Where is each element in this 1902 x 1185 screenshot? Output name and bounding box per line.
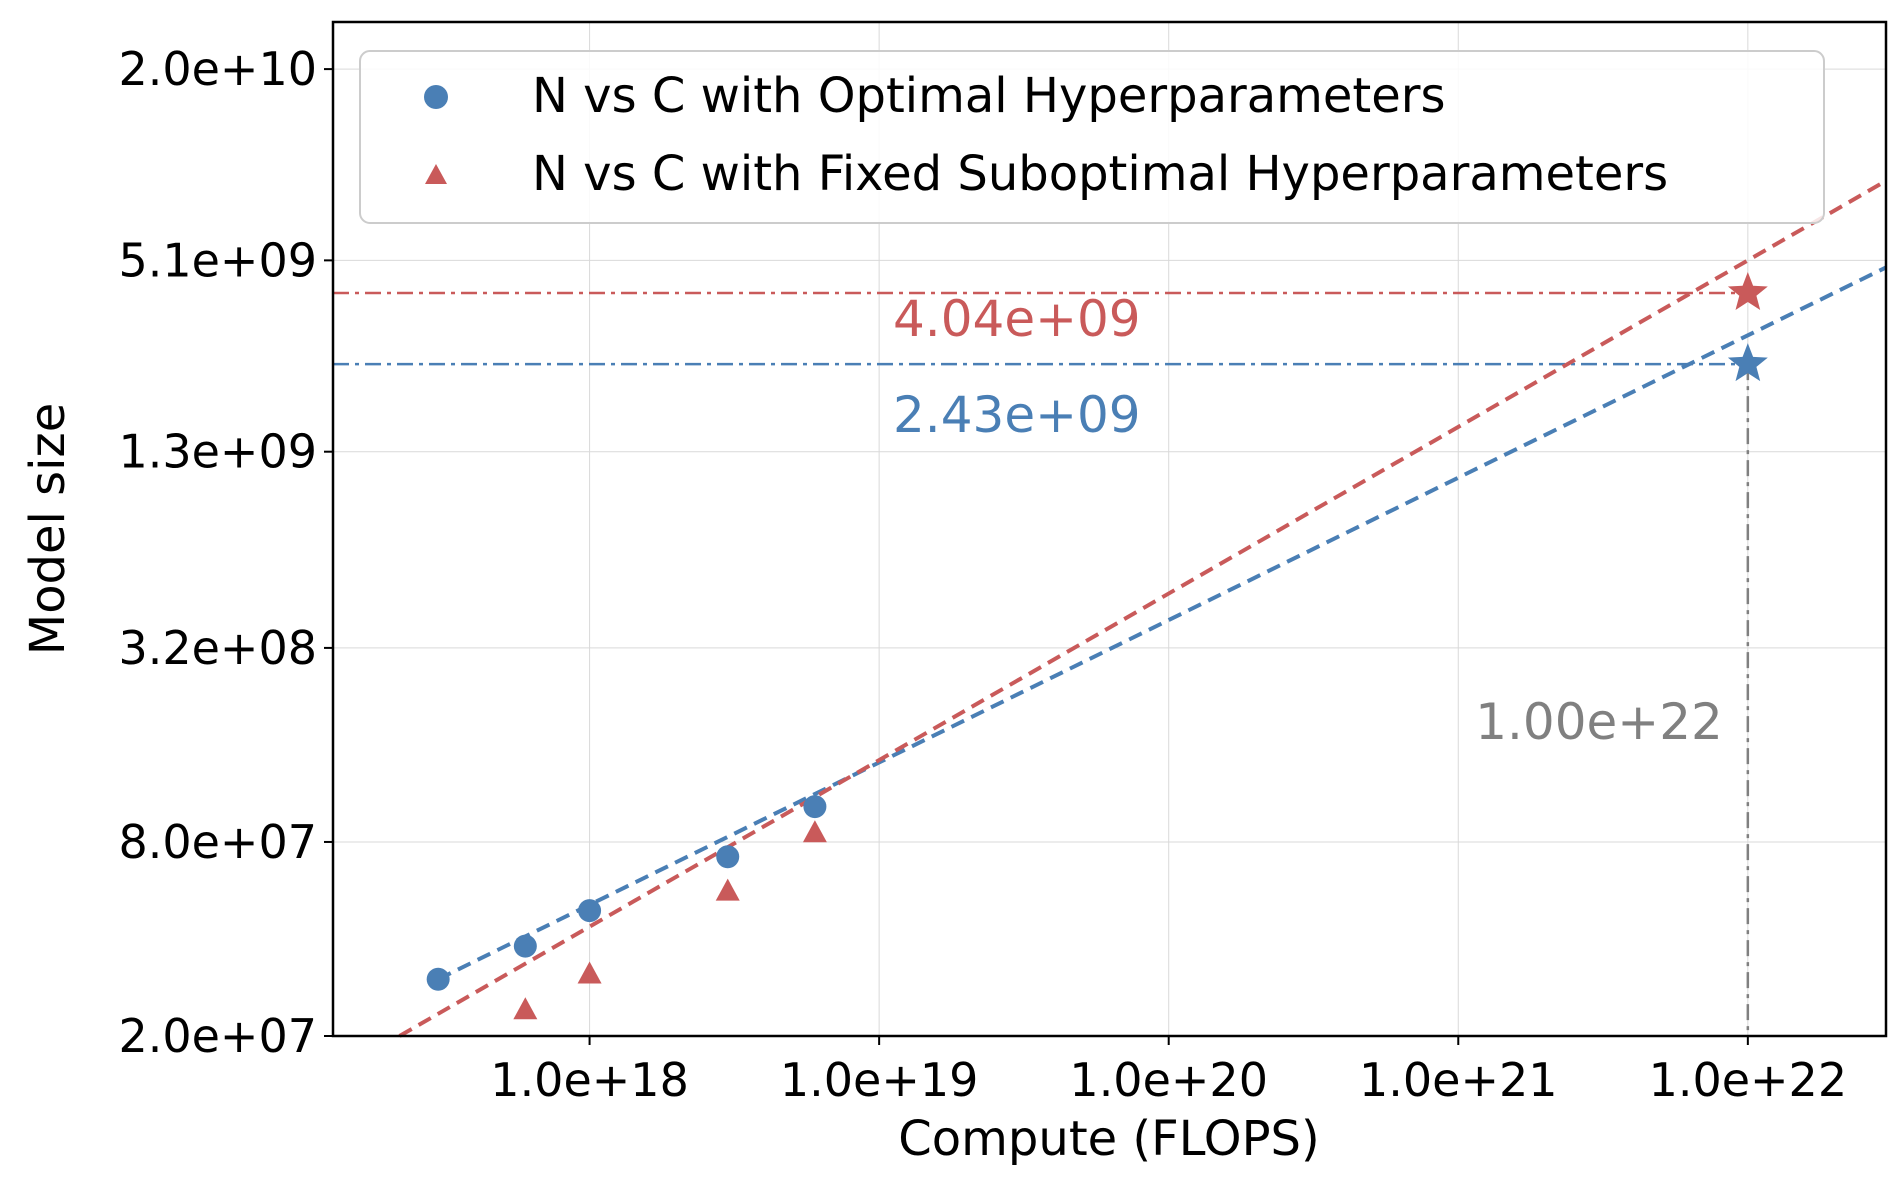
axis-ticks: 1.0e+18 1.0e+19 1.0e+20 1.0e+21 1.0e+22 2.0e+… xyxy=(118,42,1847,1107)
prediction-star-1 xyxy=(1727,272,1768,310)
data-point-1-0 xyxy=(513,997,538,1020)
data-point-1-3 xyxy=(802,820,827,843)
fit-line-0 xyxy=(437,265,1887,982)
vertical-reference-label-0: 1.00e+22 xyxy=(1475,693,1723,751)
legend-marker-optimal xyxy=(424,85,448,109)
annotations: 2.43e+09 4.04e+09 1.00e+22 xyxy=(893,290,1723,751)
y-tick-label-1: 8.0e+07 xyxy=(118,815,317,869)
data-point-1-1 xyxy=(577,961,602,984)
data-point-0-0 xyxy=(426,967,450,991)
x-tick-label-4: 1.0e+22 xyxy=(1649,1053,1848,1107)
data-point-0-4 xyxy=(803,795,827,819)
fit-lines xyxy=(398,179,1887,1038)
x-tick-label-1: 1.0e+19 xyxy=(780,1053,979,1107)
legend-entry-suboptimal: N vs C with Fixed Suboptimal Hyperparame… xyxy=(532,146,1668,202)
data-point-0-2 xyxy=(578,899,602,923)
y-tick-label-4: 5.1e+09 xyxy=(118,233,317,287)
y-tick-label-5: 2.0e+10 xyxy=(118,42,317,96)
data-point-0-1 xyxy=(513,934,537,958)
data-point-0-3 xyxy=(716,845,740,869)
prediction-star-0 xyxy=(1727,343,1768,382)
x-tick-label-0: 1.0e+18 xyxy=(490,1053,689,1107)
data-point-1-2 xyxy=(715,878,740,901)
x-tick-label-3: 1.0e+21 xyxy=(1359,1053,1558,1107)
legend-box xyxy=(359,50,1825,224)
x-axis-title: Compute (FLOPS) xyxy=(898,1111,1319,1167)
reference-lines xyxy=(333,291,1750,1036)
x-tick-label-2: 1.0e+20 xyxy=(1069,1053,1268,1107)
legend-entry-optimal: N vs C with Optimal Hyperparameters xyxy=(532,68,1446,124)
y-tick-label-2: 3.2e+08 xyxy=(118,621,317,675)
y-axis-title: Model size xyxy=(20,403,76,655)
data-points xyxy=(426,272,1768,1020)
y-tick-label-0: 2.0e+07 xyxy=(118,1009,317,1063)
prediction-label-1: 4.04e+09 xyxy=(893,290,1141,348)
legend-marker-suboptimal xyxy=(425,164,447,184)
legend: N vs C with Optimal Hyperparameters N vs… xyxy=(359,50,1825,224)
y-tick-label-3: 1.3e+09 xyxy=(118,425,317,479)
plot-frame xyxy=(331,20,1888,1038)
prediction-label-0: 2.43e+09 xyxy=(893,386,1141,444)
